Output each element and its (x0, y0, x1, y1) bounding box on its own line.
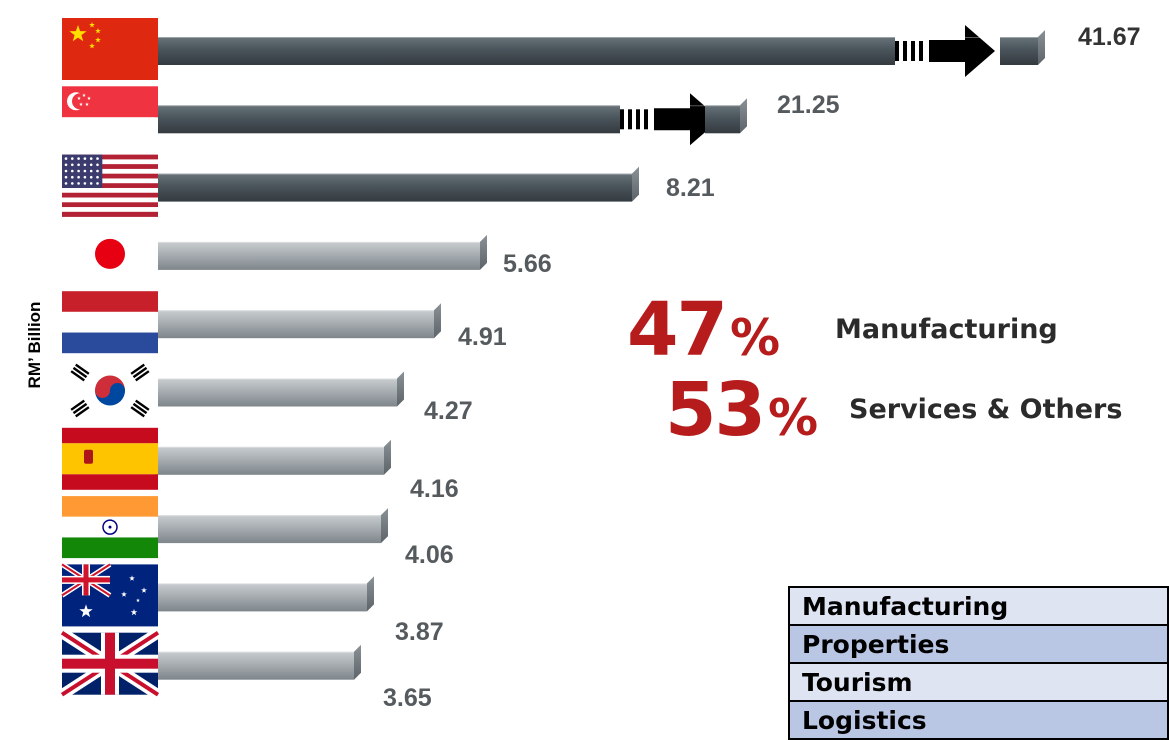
china-flag-icon (62, 18, 158, 80)
table-row: Tourism (788, 662, 1169, 702)
breakdown-services: 53% Services & Others (665, 367, 1122, 453)
bar-australia (155, 576, 374, 612)
australia-flag-icon (60, 562, 158, 627)
percent-value: 47 (627, 287, 726, 373)
value-label-japan: 5.66 (503, 250, 552, 278)
bar-singapore (155, 93, 747, 146)
bar-india (155, 508, 388, 544)
value-label-china: 41.67 (1078, 23, 1141, 51)
percent-symbol: % (730, 309, 780, 367)
breakdown-label: Manufacturing (835, 314, 1058, 345)
india-flag-icon (62, 496, 158, 559)
south-korea-flag-icon (62, 359, 158, 422)
value-label-spain: 4.16 (410, 475, 459, 503)
bar-japan (155, 234, 487, 270)
uk-flag-icon (59, 628, 161, 700)
table-cell: Logistics (788, 700, 1169, 740)
y-axis-label: RM’ Billion (25, 302, 44, 389)
bar-china (155, 25, 1045, 77)
value-label-australia: 3.87 (395, 618, 444, 646)
table-row: Manufacturing (788, 586, 1169, 626)
value-label-united-kingdom: 3.65 (383, 684, 432, 712)
bar-chart: RM’ Billion 41.67 21.25 8.21 5.66 4.91 4.27 4.… (25, 18, 1141, 712)
singapore-flag-icon (62, 86, 158, 149)
percent-value: 53 (665, 367, 764, 453)
value-label-netherlands: 4.91 (458, 323, 507, 351)
netherlands-flag-icon (62, 291, 158, 354)
table-cell: Properties (788, 624, 1169, 664)
value-label-india: 4.06 (405, 541, 454, 569)
percent-symbol: % (768, 389, 818, 447)
japan-flag-icon (62, 222, 158, 285)
value-label-singapore: 21.25 (777, 91, 840, 119)
svg-text:47%: 47% (627, 287, 780, 373)
bar-netherlands (155, 303, 441, 339)
table-cell: Tourism (788, 662, 1169, 702)
bar-united-kingdom (155, 644, 361, 680)
spain-flag-icon (62, 427, 158, 490)
sector-table: Manufacturing Properties Tourism Logisti… (788, 586, 1169, 740)
table-cell: Manufacturing (788, 586, 1169, 626)
bar-united-states (155, 166, 639, 202)
table-row: Properties (788, 624, 1169, 664)
breakdown-manufacturing: 47% Manufacturing (627, 287, 1058, 373)
value-label-united-states: 8.21 (666, 174, 715, 202)
svg-text:53%: 53% (665, 367, 818, 453)
usa-flag-icon (62, 154, 158, 217)
value-label-south-korea: 4.27 (424, 397, 473, 425)
breakdown-label: Services & Others (849, 394, 1122, 425)
bar-south-korea (155, 371, 404, 407)
bar-spain (155, 439, 391, 475)
table-row: Logistics (788, 700, 1169, 740)
